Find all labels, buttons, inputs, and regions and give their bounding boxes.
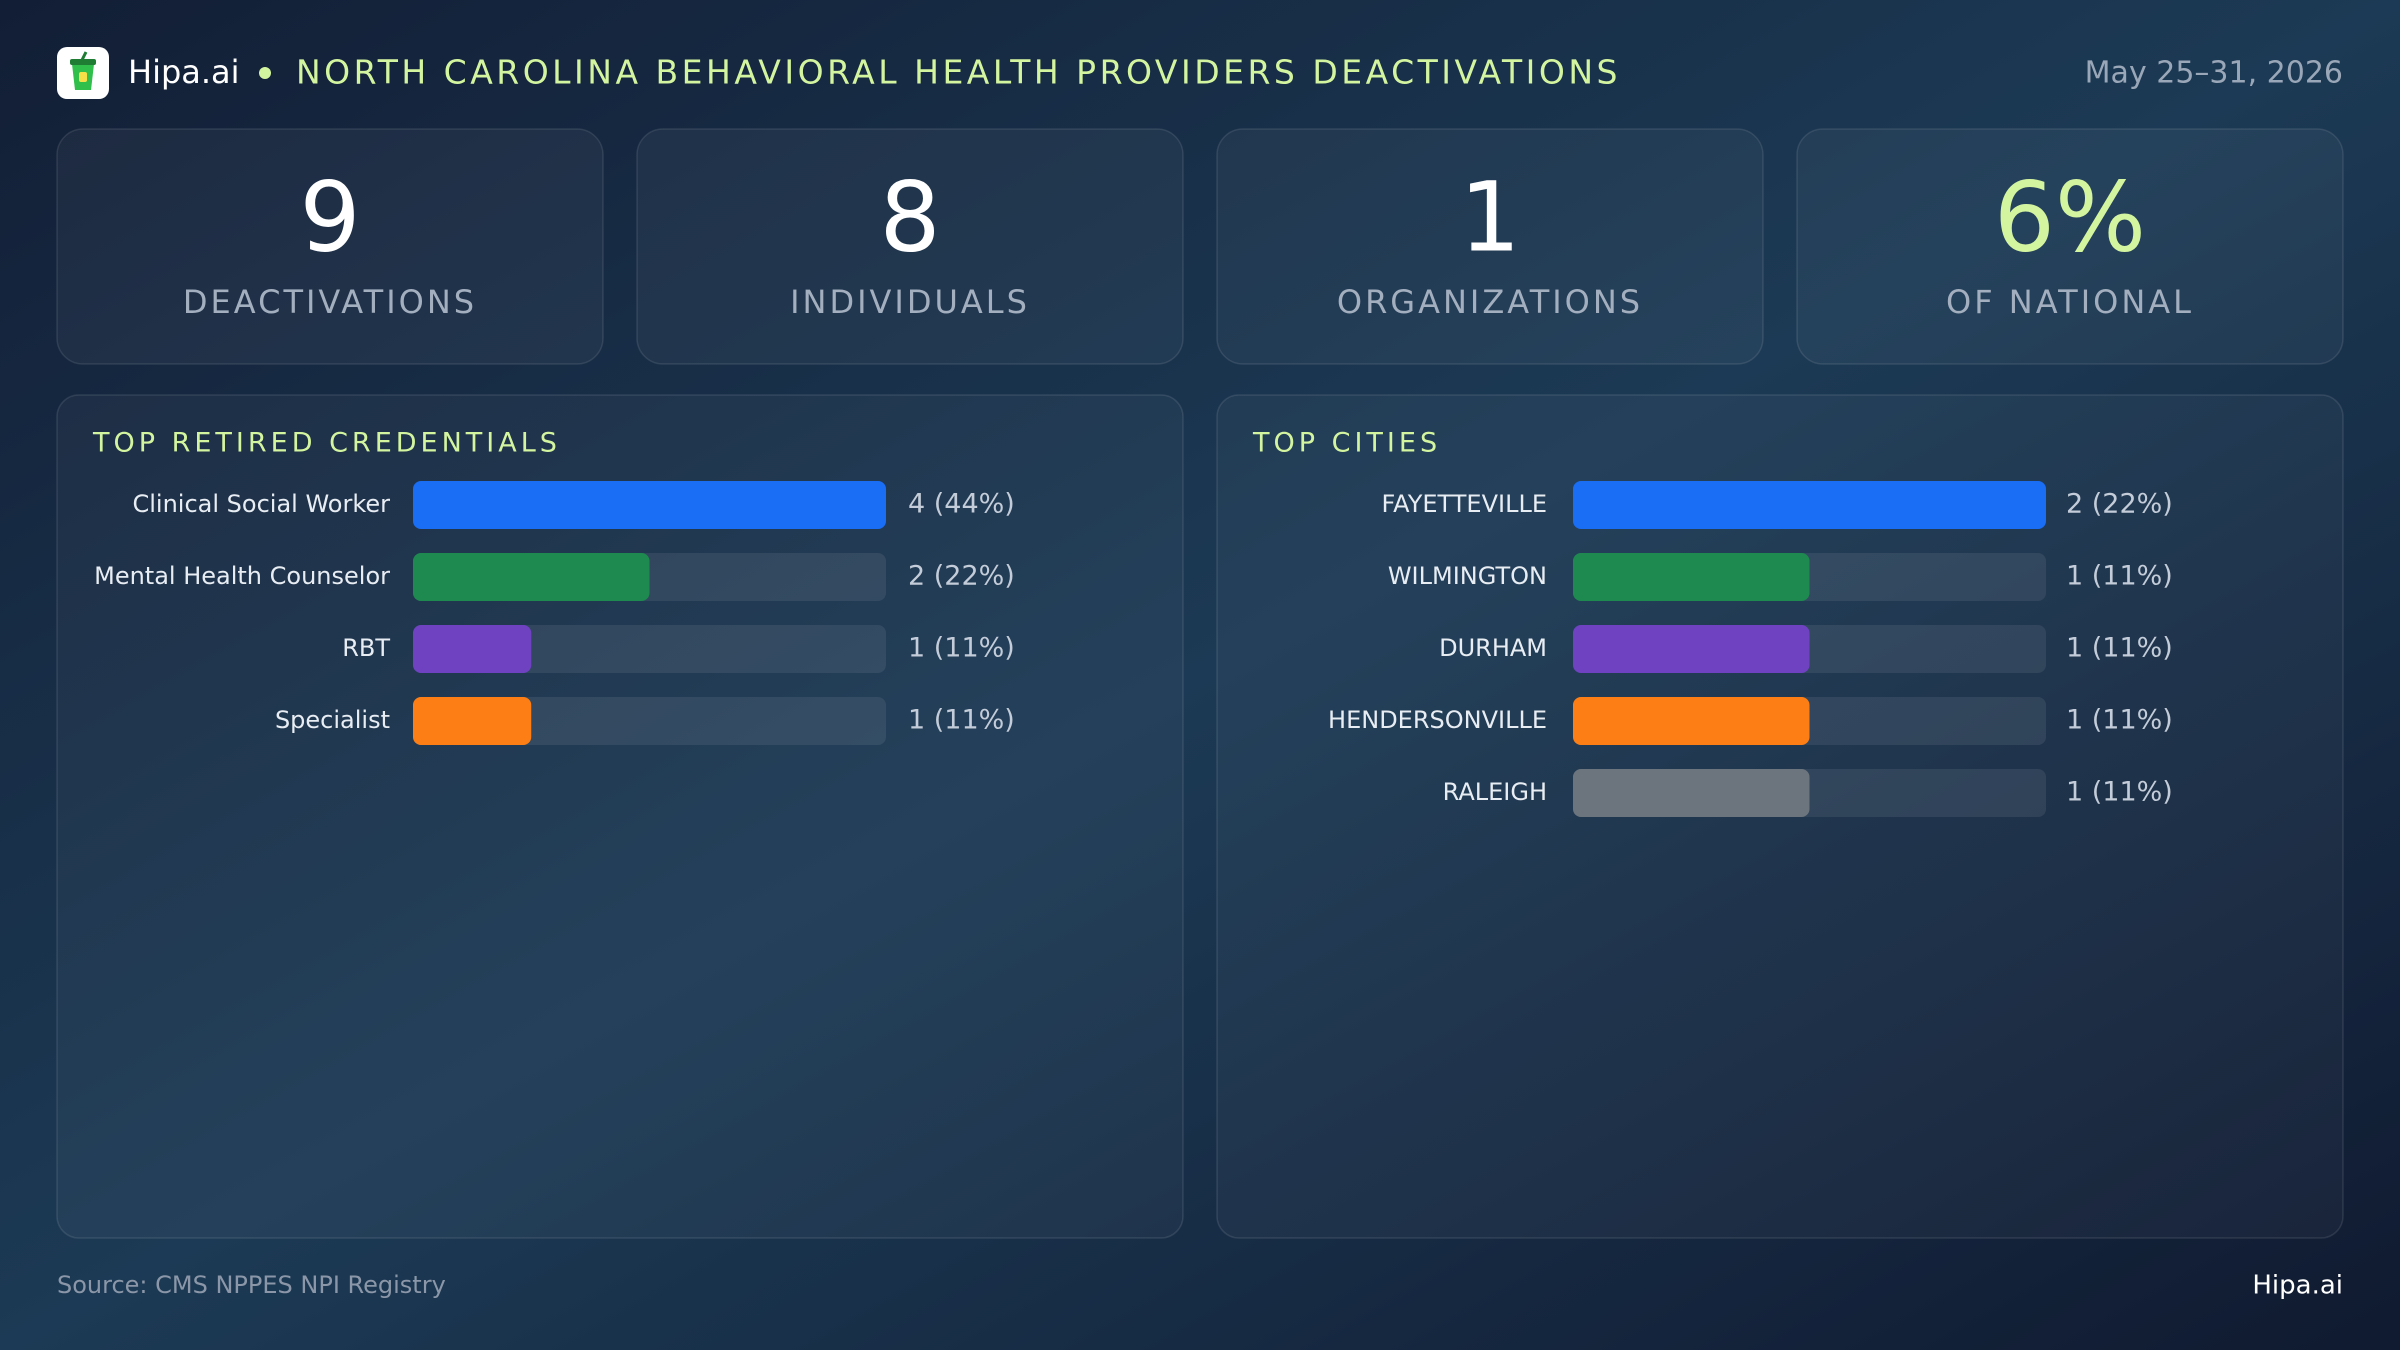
value-label: 1 (11%)	[2066, 705, 2173, 736]
kpi-card	[1796, 128, 2344, 365]
kpi-label: ORGANIZATIONS	[1337, 283, 1643, 321]
date-range: May 25–31, 2026	[2085, 56, 2343, 91]
kpi-label: DEACTIVATIONS	[183, 283, 477, 321]
bar	[413, 625, 532, 673]
kpi-value: 6%	[1994, 161, 2146, 273]
kpi-row: 9 DEACTIVATIONS 8 INDIVIDUALS 1 ORGANIZATIONS…	[56, 128, 2344, 365]
brand: Hipa.ai	[128, 53, 240, 91]
separator	[259, 67, 271, 79]
panel	[1216, 394, 2344, 1239]
value-label: 1 (11%)	[2066, 633, 2173, 664]
panel-title: TOP RETIRED CREDENTIALS	[92, 428, 561, 459]
page-title: NORTH CAROLINA BEHAVIORAL HEALTH PROVIDE…	[296, 53, 1621, 92]
bar-label: Specialist	[275, 706, 390, 734]
bar-label: HENDERSONVILLE	[1328, 706, 1547, 734]
bar-label: Mental Health Counselor	[94, 562, 390, 590]
kpi-card	[636, 128, 1184, 365]
bar	[1573, 697, 1810, 745]
value-label: 2 (22%)	[2066, 489, 2173, 520]
bar-label: Clinical Social Worker	[132, 490, 390, 518]
value-label: 1 (11%)	[2066, 561, 2173, 592]
kpi-value: 9	[299, 161, 360, 273]
kpi-label: INDIVIDUALS	[790, 283, 1030, 321]
bar-label: RBT	[342, 634, 390, 662]
panel-title: TOP CITIES	[1252, 428, 1441, 459]
panels: TOP RETIRED CREDENTIALS Clinical Social W…	[56, 394, 2344, 1239]
bar	[1573, 769, 1810, 817]
value-label: 1 (11%)	[2066, 777, 2173, 808]
bar	[1573, 481, 2046, 529]
panel	[56, 394, 1184, 1239]
kpi-value: 1	[1459, 161, 1520, 273]
value-label: 1 (11%)	[908, 633, 1015, 664]
logo	[57, 47, 109, 99]
bar-label: RALEIGH	[1443, 778, 1547, 806]
bar-label: FAYETTEVILLE	[1382, 490, 1547, 518]
kpi-label: OF NATIONAL	[1946, 283, 2194, 321]
bar	[1573, 625, 1810, 673]
source: Source: CMS NPPES NPI Registry	[57, 1271, 446, 1299]
value-label: 1 (11%)	[908, 705, 1015, 736]
bar	[413, 481, 886, 529]
kpi-value: 8	[879, 161, 940, 273]
bar-label: WILMINGTON	[1388, 562, 1547, 590]
bar	[413, 697, 532, 745]
footer-brand: Hipa.ai	[2252, 1271, 2343, 1301]
bar-label: DURHAM	[1439, 634, 1547, 662]
kpi-card	[56, 128, 604, 365]
kpi-card	[1216, 128, 1764, 365]
value-label: 2 (22%)	[908, 561, 1015, 592]
bar	[413, 553, 650, 601]
value-label: 4 (44%)	[908, 489, 1015, 520]
bar	[1573, 553, 1810, 601]
